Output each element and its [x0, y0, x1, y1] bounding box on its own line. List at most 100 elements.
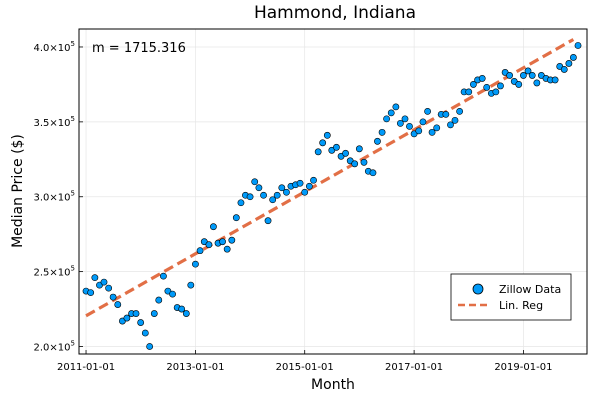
data-point — [483, 84, 491, 91]
data-point — [342, 149, 349, 157]
data-point — [497, 82, 504, 90]
data-point — [182, 310, 190, 317]
y-tick-mantissa: 4.0 — [34, 43, 50, 54]
y-tick-label: 2.0×105 — [34, 340, 75, 354]
data-point — [333, 143, 340, 151]
x-tick-label: 2011-01-01 — [57, 362, 115, 373]
y-tick-mantissa: 3.0 — [34, 193, 50, 204]
y-tick-label: 3.5×105 — [34, 115, 75, 129]
x-tick-label: 2017-01-01 — [385, 362, 443, 373]
data-point — [533, 79, 541, 87]
data-point — [528, 72, 536, 79]
x-tick-label: 2019-01-01 — [494, 362, 552, 373]
y-tick-mantissa: 3.5 — [34, 118, 50, 129]
data-point — [146, 343, 154, 350]
data-point — [351, 160, 359, 168]
data-point — [283, 188, 290, 196]
data-point — [196, 247, 204, 255]
data-point — [205, 241, 213, 249]
data-point — [260, 191, 267, 199]
data-point — [419, 118, 427, 126]
y-tick-mantissa: 2.5 — [34, 268, 50, 279]
data-point — [519, 72, 527, 79]
regression-line-layer — [85, 38, 575, 318]
data-point — [323, 131, 331, 139]
x-axis-ticks: 2011-01-01 2013-01-01 2015-01-01 2017-01-01… — [57, 350, 552, 373]
data-point — [360, 158, 368, 166]
data-point — [137, 319, 145, 326]
y-tick-mantissa: 2.0 — [34, 343, 50, 354]
y-axis-label: Median Price ($) — [10, 134, 26, 248]
data-point — [560, 66, 568, 73]
data-point — [492, 88, 500, 96]
data-point — [273, 191, 281, 199]
slope-annotation: m = 1715.316 — [92, 41, 186, 56]
y-tick-base: ×10 — [49, 268, 70, 279]
y-tick-exponent: 5 — [71, 265, 75, 273]
data-point — [565, 60, 573, 67]
legend-label-zillow: Zillow Data — [499, 283, 561, 296]
scatter-points — [82, 42, 582, 350]
y-tick-base: ×10 — [49, 43, 70, 54]
data-point — [447, 121, 454, 129]
data-point — [515, 81, 523, 88]
data-point — [305, 182, 313, 190]
data-point — [178, 305, 186, 313]
regression-line — [85, 38, 575, 318]
legend-box — [450, 273, 572, 321]
data-point — [232, 214, 240, 222]
data-point — [269, 196, 277, 204]
data-point — [150, 310, 158, 317]
data-point — [100, 278, 108, 286]
data-point — [369, 169, 377, 177]
data-point — [392, 103, 400, 111]
data-point — [219, 238, 226, 246]
data-point — [301, 188, 309, 196]
x-axis-label: Month — [311, 377, 355, 393]
data-point — [87, 289, 95, 296]
data-point — [424, 107, 431, 115]
grid — [79, 29, 587, 354]
data-point — [210, 223, 217, 231]
data-point — [114, 301, 122, 308]
data-point — [187, 281, 195, 289]
data-point — [109, 293, 117, 301]
chart-title: Hammond, Indiana — [254, 3, 416, 23]
data-point — [387, 109, 395, 117]
data-point — [264, 217, 272, 225]
data-point — [319, 139, 327, 147]
data-point — [478, 75, 486, 82]
data-point — [132, 310, 140, 317]
data-point — [123, 314, 131, 322]
data-point — [406, 122, 413, 130]
data-point — [378, 128, 386, 136]
y-tick-base: ×10 — [49, 118, 70, 129]
data-point — [314, 148, 322, 156]
data-point — [506, 72, 514, 79]
data-point — [551, 76, 559, 84]
data-point — [296, 179, 304, 187]
y-tick-label: 2.5×105 — [34, 265, 75, 279]
data-point — [223, 245, 231, 253]
data-point — [383, 115, 390, 123]
y-tick-base: ×10 — [49, 193, 70, 204]
data-point — [524, 67, 532, 75]
data-point — [428, 128, 436, 136]
data-point — [396, 119, 404, 127]
legend-label-linreg: Lin. Reg — [499, 299, 543, 312]
data-point — [192, 260, 199, 268]
y-tick-label: 4.0×105 — [34, 40, 75, 54]
y-tick-exponent: 5 — [71, 340, 75, 348]
legend: Zillow Data Lin. Reg — [450, 273, 572, 321]
data-point — [569, 54, 577, 61]
data-point — [228, 236, 236, 244]
y-tick-exponent: 5 — [71, 40, 75, 48]
data-point — [251, 178, 259, 186]
data-point — [169, 290, 176, 298]
legend-marker-zillow — [472, 283, 484, 295]
data-point — [465, 88, 473, 96]
data-point — [469, 81, 477, 88]
data-point — [374, 137, 381, 145]
